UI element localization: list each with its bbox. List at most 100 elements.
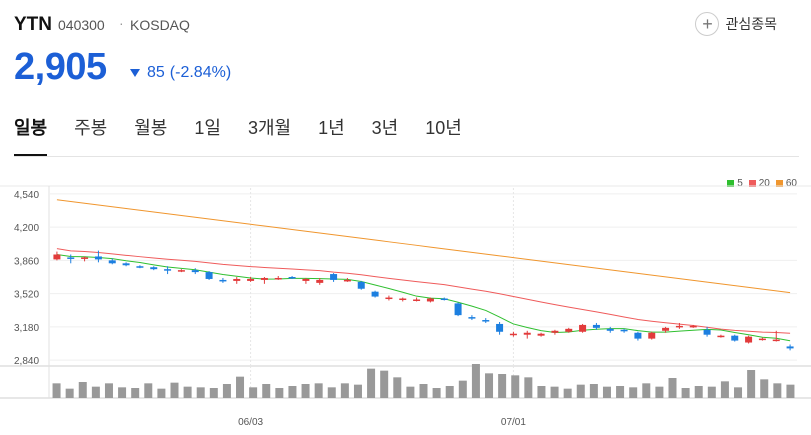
volume-bar	[471, 364, 480, 398]
market-name: KOSDAQ	[130, 17, 190, 33]
candle-body	[662, 327, 670, 331]
volume-bar	[262, 384, 271, 398]
volume-bar	[616, 386, 625, 398]
candle-body	[537, 333, 545, 336]
tab-daily[interactable]: 일봉	[14, 116, 48, 156]
volume-bar	[786, 384, 795, 398]
candle-body	[413, 299, 421, 301]
candle-body	[565, 328, 573, 332]
tab-divider	[14, 156, 799, 157]
legend-ma20: 20	[748, 178, 770, 189]
volume-bar	[550, 386, 559, 398]
candle-body	[343, 279, 351, 282]
volume-bar	[747, 370, 756, 398]
candle-body	[288, 277, 296, 279]
volume-bar	[327, 387, 336, 398]
volume-bar	[209, 388, 218, 398]
candle-body	[136, 266, 144, 268]
volume-bar	[340, 383, 349, 398]
candle-body	[399, 298, 407, 301]
volume-bar	[760, 379, 769, 398]
candle-body	[606, 328, 614, 331]
volume-bar	[222, 384, 231, 398]
candle-body	[164, 269, 172, 271]
y-tick-label: 4,540	[14, 190, 39, 201]
legend-ma60: 60	[775, 178, 797, 189]
candle-body	[551, 330, 559, 333]
tab-monthly[interactable]: 월봉	[134, 118, 168, 138]
candle-body	[53, 254, 61, 260]
x-tick-label: 06/03	[238, 417, 263, 428]
candle-body	[177, 270, 185, 272]
candle-body	[260, 277, 268, 280]
price-chart[interactable]: 4,540 4,200 3,860 3,520 3,180 2,840 06/03 07/01	[0, 170, 811, 435]
tab-1day[interactable]: 1일	[194, 118, 221, 138]
tab-3year[interactable]: 3년	[371, 118, 399, 138]
current-price: 2,905	[14, 46, 107, 88]
volume-bar	[734, 387, 743, 398]
volume-bar	[681, 388, 690, 398]
volume-bar	[406, 386, 415, 398]
ma5-line	[56, 254, 791, 342]
tab-3month[interactable]: 3개월	[247, 118, 292, 138]
volume-bar	[563, 388, 572, 398]
candle-body	[219, 279, 227, 282]
volume-bar	[524, 377, 533, 398]
stock-header: YTN 040300 · KOSDAQ + 관심종목	[14, 10, 799, 40]
candle-body	[731, 335, 739, 341]
volume-bar	[498, 374, 507, 398]
x-tick-label: 07/01	[501, 417, 526, 428]
volume-bar	[170, 382, 179, 398]
y-tick-label: 3,520	[14, 290, 39, 301]
candle-body	[357, 281, 365, 289]
tab-1year[interactable]: 1년	[318, 118, 345, 138]
change-percent: (-2.84%)	[169, 64, 232, 81]
volume-bar	[104, 383, 113, 398]
candle-body	[758, 338, 766, 341]
price-change: 85 (-2.84%)	[130, 64, 231, 82]
candle-body	[274, 277, 282, 280]
volume-bar	[668, 378, 677, 398]
legend-ma5-swatch	[727, 180, 735, 187]
volume-bar	[353, 384, 362, 398]
y-tick-label: 3,860	[14, 256, 39, 267]
volume-bar	[720, 381, 729, 398]
volume-bar	[380, 370, 389, 398]
candle-body	[634, 332, 642, 339]
candle-body	[745, 336, 753, 343]
stock-code: 040300	[58, 17, 105, 33]
volume-bar	[78, 382, 87, 398]
separator-dot: ·	[119, 15, 124, 31]
tab-weekly[interactable]: 주봉	[74, 118, 108, 138]
candle-body	[205, 272, 213, 279]
volume-bar	[65, 388, 74, 398]
volume-bar	[576, 384, 585, 398]
candle-body	[496, 323, 504, 332]
volume-bar	[655, 386, 664, 398]
candle-body	[426, 298, 434, 302]
volume-bar	[275, 388, 284, 398]
stock-name: YTN	[14, 14, 52, 35]
volume-bar	[602, 386, 611, 398]
legend-ma20-swatch	[748, 180, 756, 187]
candle-body	[648, 332, 656, 339]
candle-body	[316, 279, 324, 283]
volume-bar	[288, 386, 297, 398]
candle-body	[191, 270, 199, 273]
tab-10year[interactable]: 10년	[425, 118, 462, 138]
candle-body	[233, 278, 241, 281]
y-tick-label: 2,840	[14, 356, 39, 367]
candle-body	[523, 332, 531, 335]
volume-bar	[537, 386, 546, 398]
add-favorite-button[interactable]: + 관심종목	[695, 12, 777, 36]
candle-body	[620, 329, 628, 332]
candle-body	[579, 324, 587, 332]
volume-bar	[52, 383, 61, 398]
volume-bar	[367, 368, 376, 398]
volume-bar	[118, 387, 127, 398]
candle-body	[247, 278, 255, 281]
candle-body	[385, 297, 393, 300]
candle-body	[786, 346, 794, 349]
candle-body	[67, 257, 75, 259]
candle-body	[717, 335, 725, 338]
